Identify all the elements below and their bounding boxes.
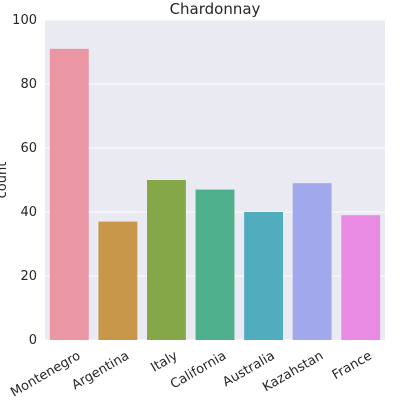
y-axis-label: count — [0, 162, 10, 199]
x-tick-label: Montenegro — [8, 348, 83, 400]
bar-australia — [244, 212, 283, 340]
bar-italy — [147, 180, 186, 340]
x-tick-label: France — [330, 348, 375, 383]
y-tick-label: 20 — [20, 269, 37, 284]
y-tick-label: 60 — [20, 141, 37, 156]
y-tick-label: 80 — [20, 77, 37, 92]
bar-argentina — [98, 221, 138, 340]
chart-title: Chardonnay — [170, 0, 261, 18]
x-tick-label: California — [168, 348, 229, 392]
y-tick-label: 100 — [12, 13, 37, 28]
bar-france — [341, 215, 381, 340]
bar-kazahstan — [292, 183, 332, 340]
bar-montenegro — [49, 48, 89, 341]
x-tick-label: Italy — [149, 348, 181, 375]
bar-california — [195, 189, 235, 340]
y-tick-labels: 0 20 40 60 80 100 — [12, 13, 37, 348]
y-tick-label: 40 — [20, 205, 37, 220]
bars — [49, 48, 381, 341]
y-tick-label: 0 — [29, 333, 37, 348]
